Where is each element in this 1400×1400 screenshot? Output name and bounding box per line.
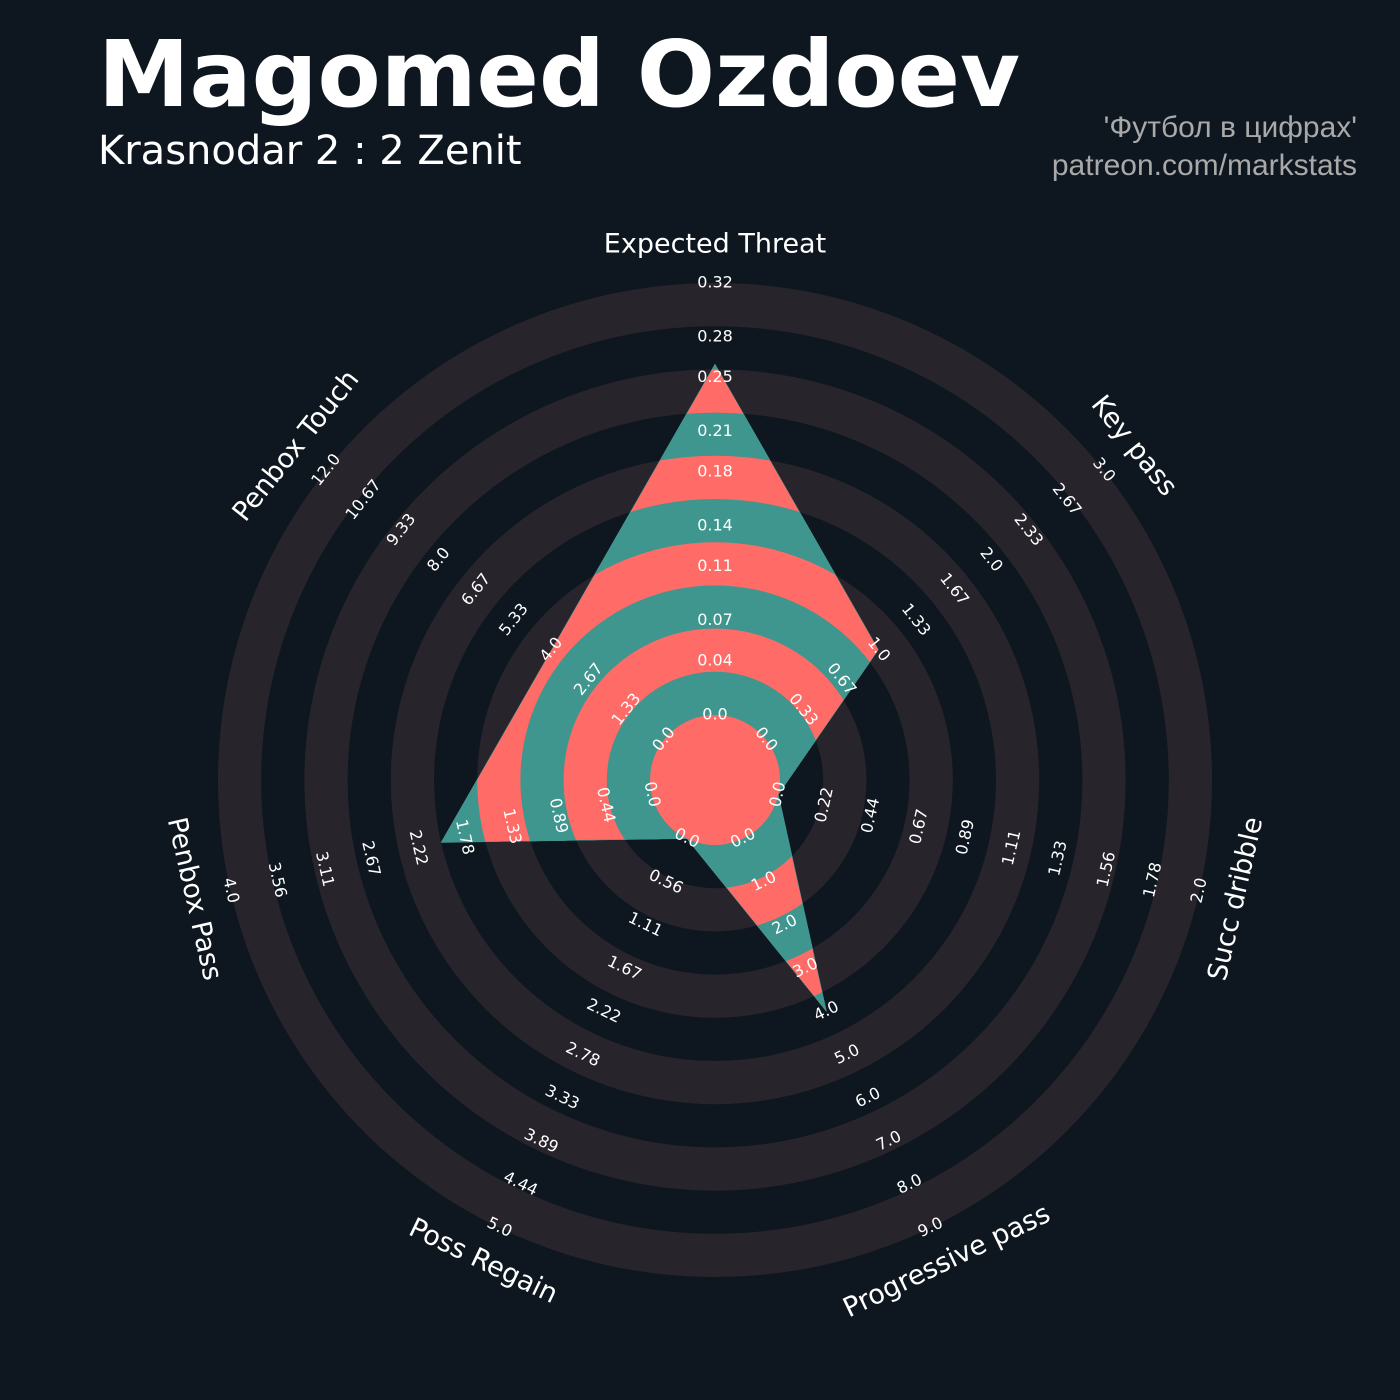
tick-label: 0.32 [697,273,733,292]
tick-label: 0.18 [697,462,733,481]
tick-label: 0.0 [702,705,727,724]
center-circle [650,715,780,845]
chart-subtitle: Krasnodar 2 : 2 Zenit [98,128,522,174]
tick-label: 0.14 [697,516,733,535]
credit: 'Футбол в цифрах' [1104,111,1357,144]
chart-title: Magomed Ozdoev [98,21,1020,128]
tick-label: 0.21 [697,421,733,440]
tick-label: 0.11 [697,556,733,575]
radar-area [440,363,879,1012]
tick-label: 0.28 [697,327,733,346]
category-label: Expected Threat [604,229,826,260]
tick-label: 0.04 [697,651,733,670]
tick-label: 0.25 [697,367,733,386]
credit: patreon.com/markstats [1052,149,1357,182]
tick-label: 0.07 [697,610,733,629]
